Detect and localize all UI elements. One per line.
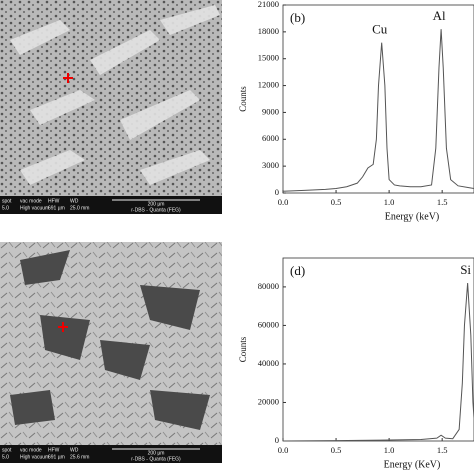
x-tick-label: 1.5	[437, 445, 448, 455]
plot-frame	[282, 257, 474, 442]
y-tick-label: 0	[275, 187, 279, 197]
y-axis-title: Counts	[238, 336, 248, 362]
info-value: 691 µm	[48, 454, 65, 460]
x-tick-label: 1.0	[384, 197, 395, 207]
detector-label: r-DBS - Quanta (FEG)	[131, 207, 181, 213]
info-value: 691 µm	[48, 205, 65, 211]
info-key: WD	[70, 198, 79, 204]
x-tick-label: 0.0	[278, 445, 289, 455]
x-axis-title: Energy (KeV)	[384, 459, 441, 470]
x-tick-label: 0.0	[278, 197, 289, 207]
detector-label: r-DBS - Quanta (FEG)	[131, 456, 181, 462]
y-tick-label: 3000	[262, 160, 279, 170]
y-tick-label: 9000	[262, 106, 279, 116]
panel-label: (b)	[290, 10, 305, 25]
panel-label: (d)	[290, 263, 305, 278]
info-key: HFW	[48, 447, 60, 453]
spectrum-line	[282, 29, 474, 192]
y-tick-label: 21000	[258, 0, 279, 9]
info-value: 25.0 mm	[70, 205, 89, 211]
y-tick-label: 0	[275, 435, 279, 445]
info-key: HFW	[48, 198, 60, 204]
info-value: 5.0	[2, 454, 9, 460]
y-tick-label: 60000	[258, 319, 279, 329]
spectrum-line	[282, 283, 474, 442]
x-tick-label: 1.5	[437, 197, 448, 207]
plot-frame	[282, 4, 474, 194]
y-tick-label: 6000	[262, 133, 279, 143]
y-tick-label: 40000	[258, 358, 279, 368]
info-key: WD	[70, 447, 79, 453]
info-value: High vacuum	[20, 454, 49, 460]
scale-label: 200 µm	[148, 201, 165, 207]
y-tick-label: 18000	[258, 26, 279, 36]
x-tick-label: 0.5	[331, 445, 342, 455]
y-tick-label: 80000	[258, 281, 279, 291]
x-axis-title: Energy (keV)	[385, 211, 440, 222]
peak-label: Si	[460, 262, 471, 277]
sem-image-a	[0, 0, 222, 196]
peak-label: Al	[433, 8, 446, 23]
info-key: vac mode	[20, 447, 42, 453]
y-axis-title: Counts	[238, 86, 248, 112]
y-tick-label: 12000	[258, 80, 279, 90]
sem-image-c	[0, 242, 222, 445]
peak-label: Cu	[372, 22, 388, 37]
info-key: spot	[2, 198, 12, 204]
info-key: vac mode	[20, 198, 42, 204]
info-value: High vacuum	[20, 205, 49, 211]
y-tick-label: 20000	[258, 396, 279, 406]
x-tick-label: 1.0	[384, 445, 395, 455]
info-value: 5.0	[2, 205, 9, 211]
x-tick-label: 0.5	[331, 197, 342, 207]
scale-label: 200 µm	[148, 450, 165, 456]
info-key: spot	[2, 447, 12, 453]
info-value: 25.6 mm	[70, 454, 89, 460]
y-tick-label: 15000	[258, 53, 279, 63]
